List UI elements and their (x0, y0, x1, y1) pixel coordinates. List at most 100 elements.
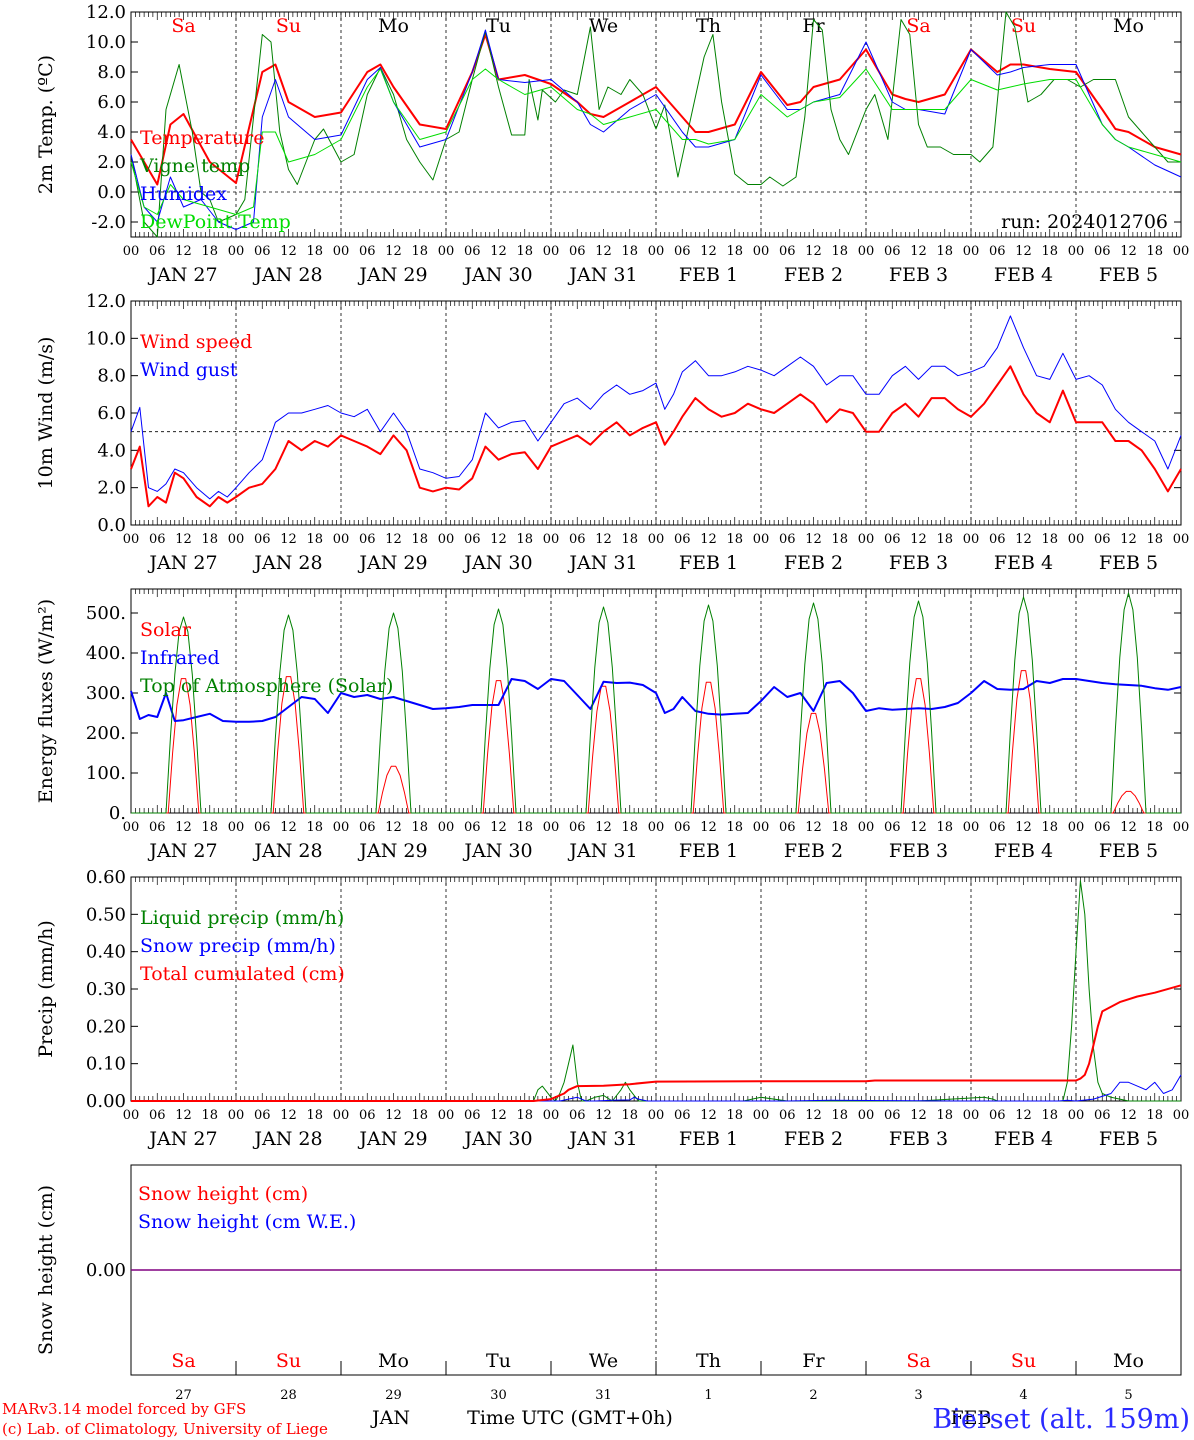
hour-tick-label: 06 (989, 244, 1006, 259)
hour-tick-label: 00 (1173, 1108, 1190, 1123)
hour-tick-label: 06 (779, 244, 796, 259)
hour-tick-label: 12 (280, 532, 297, 547)
hour-tick-label: 12 (175, 1108, 192, 1123)
x-axis-label: Time UTC (GMT+0h) (467, 1407, 673, 1429)
hour-tick-label: 00 (123, 532, 140, 547)
hour-tick-label: 06 (254, 244, 271, 259)
day-label: FEB 4 (994, 840, 1053, 862)
precip-panel: 0.00 0.10 0.20 0.30 0.40 0.50 0.60 Precip (mm/h… (35, 867, 1189, 1150)
weekday-label: Sa (171, 15, 195, 37)
day-number-label: 28 (280, 1388, 297, 1403)
day-number-label: 27 (175, 1388, 192, 1403)
day-label: FEB 3 (889, 552, 948, 574)
weekday-label: Mo (378, 15, 409, 37)
hour-tick-label: 00 (753, 1108, 770, 1123)
energy-series-top-of-atmosphere-solar- (131, 592, 1181, 814)
hour-tick-label: 18 (1041, 1108, 1058, 1123)
hour-tick-label: 00 (228, 820, 245, 835)
hour-tick-label: 12 (595, 244, 612, 259)
day-label: JAN 31 (567, 264, 637, 286)
weekday-label: Mo (1113, 15, 1144, 37)
hour-tick-label: 00 (123, 1108, 140, 1123)
hour-tick-label: 12 (490, 244, 507, 259)
weekday-label: We (589, 15, 618, 37)
hour-tick-label: 06 (674, 532, 691, 547)
hour-tick-label: 18 (936, 532, 953, 547)
hour-tick-label: 12 (1015, 244, 1032, 259)
hour-tick-label: 00 (543, 820, 560, 835)
hour-tick-label: 00 (1173, 532, 1190, 547)
day-label: FEB 3 (889, 840, 948, 862)
day-label: JAN 29 (357, 1128, 427, 1150)
weekday-label: Sa (906, 15, 930, 37)
hour-tick-label: 00 (1068, 1108, 1085, 1123)
hour-tick-label: 00 (123, 820, 140, 835)
hour-tick-label: 18 (936, 820, 953, 835)
hour-tick-label: 12 (700, 532, 717, 547)
wind-panel: 0.0 2.0 4.0 6.0 8.0 10.0 12.0 10m Wind (m/s) 00 0… (35, 291, 1189, 574)
hour-tick-label: 12 (175, 820, 192, 835)
hour-tick-label: 00 (333, 532, 350, 547)
hour-tick-label: 06 (989, 1108, 1006, 1123)
day-label: FEB 4 (994, 1128, 1053, 1150)
y-tick-label: 8.0 (97, 62, 126, 83)
hour-tick-label: 06 (884, 1108, 901, 1123)
hour-tick-label: 06 (1094, 244, 1111, 259)
legend-entry: Snow precip (mm/h) (140, 935, 336, 957)
hour-tick-label: 18 (621, 1108, 638, 1123)
hour-tick-label: 06 (884, 244, 901, 259)
y-tick-label: 2.0 (97, 152, 126, 173)
credit-line-1: MARv3.14 model forced by GFS (2, 1400, 246, 1418)
y-tick-label: 0.10 (86, 1054, 126, 1075)
hour-tick-label: 12 (910, 244, 927, 259)
hour-tick-label: 18 (726, 1108, 743, 1123)
day-number-label: 30 (490, 1388, 507, 1403)
day-label: FEB 1 (679, 840, 738, 862)
day-label: JAN 31 (567, 840, 637, 862)
hour-tick-label: 00 (753, 532, 770, 547)
y-tick-label: 0.0 (97, 182, 126, 203)
y-tick-label: 6.0 (97, 92, 126, 113)
hour-tick-label: 18 (201, 532, 218, 547)
hour-tick-label: 18 (621, 532, 638, 547)
hour-tick-label: 00 (963, 1108, 980, 1123)
weekday-label: Fr (802, 15, 825, 37)
hour-tick-label: 12 (805, 820, 822, 835)
hour-tick-label: 06 (254, 820, 271, 835)
y-axis-label: 10m Wind (m/s) (35, 337, 57, 490)
hour-tick-label: 06 (1094, 1108, 1111, 1123)
hour-tick-label: 06 (569, 532, 586, 547)
hour-tick-label: 12 (1015, 1108, 1032, 1123)
legend-entry: Total cumulated (cm) (140, 963, 345, 985)
wind-series-wind-speed (130, 365, 1182, 508)
y-tick-label: 0.50 (86, 904, 126, 925)
hour-tick-label: 12 (490, 820, 507, 835)
hour-tick-label: 00 (333, 820, 350, 835)
hour-tick-label: 06 (779, 820, 796, 835)
y-tick-label: 12.0 (86, 2, 126, 23)
hour-tick-label: 06 (884, 820, 901, 835)
weekday-label: Sa (906, 1350, 930, 1372)
y-tick-label: 4.0 (97, 440, 126, 461)
weekday-label: We (589, 1350, 618, 1372)
hour-tick-label: 18 (831, 820, 848, 835)
hour-tick-label: 06 (464, 532, 481, 547)
legend-entry: Wind speed (140, 331, 252, 353)
hour-tick-label: 06 (149, 820, 166, 835)
day-label: JAN 28 (252, 264, 322, 286)
day-label: FEB 4 (994, 264, 1053, 286)
y-tick-label: 12.0 (86, 291, 126, 312)
hour-tick-label: 18 (201, 1108, 218, 1123)
y-tick-label: 0.00 (86, 1260, 126, 1281)
day-label: JAN 31 (567, 1128, 637, 1150)
hour-tick-label: 18 (516, 532, 533, 547)
hour-tick-label: 12 (595, 820, 612, 835)
energy-series-infrared (130, 678, 1182, 723)
day-number-label: 5 (1124, 1388, 1132, 1403)
hour-tick-label: 18 (411, 820, 428, 835)
hour-tick-label: 12 (700, 820, 717, 835)
day-label: FEB 5 (1099, 1128, 1158, 1150)
day-label: FEB 2 (784, 840, 843, 862)
hour-tick-label: 18 (726, 820, 743, 835)
hour-tick-label: 06 (359, 820, 376, 835)
